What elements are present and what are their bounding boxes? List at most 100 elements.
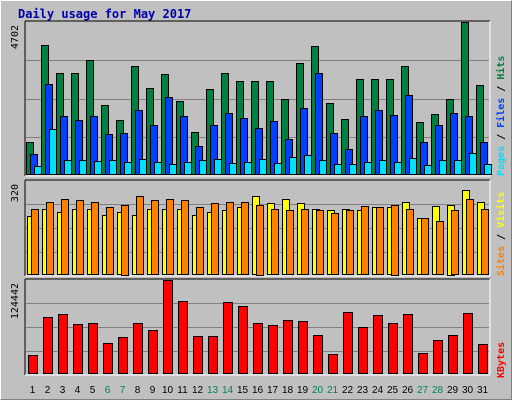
sites-bar-day-16	[256, 205, 264, 276]
day-label-5: 5	[90, 385, 96, 396]
pages-bar-day-3	[64, 160, 72, 175]
chart-title: Daily usage for May 2017	[18, 7, 192, 21]
sites-bar-day-17	[271, 209, 279, 275]
day-label-13: 13	[207, 385, 219, 396]
sites-bar-day-18	[286, 210, 294, 275]
pages-bar-day-2	[49, 129, 57, 175]
sites-bar-day-14	[226, 202, 234, 275]
pages-bar-day-20	[319, 160, 327, 175]
sites-bar-day-11	[181, 200, 189, 275]
pages-bar-day-27	[424, 165, 432, 175]
day-label-17: 17	[267, 385, 279, 396]
legend-separator: /	[496, 228, 507, 246]
kbytes-bar-day-10	[163, 280, 173, 374]
sites-bar-day-12	[196, 207, 204, 275]
hits-files-pages-panel: 4702	[10, 20, 492, 177]
day-axis: 1 2 3 4 5 6 7 8 9 10 11 12 13 14 15 16 17 18 19 20 21 22 23 24 2…	[30, 385, 489, 396]
day-label-30: 30	[462, 385, 474, 396]
sites-bar-day-1	[31, 209, 39, 275]
kbytes-bar-day-8	[133, 323, 143, 374]
pages-bar-day-25	[394, 162, 402, 175]
day-label-11: 11	[177, 385, 188, 396]
day-label-25: 25	[387, 385, 399, 396]
pages-bar-day-5	[94, 161, 102, 175]
day-label-4: 4	[75, 385, 81, 396]
day-label-14: 14	[222, 385, 234, 396]
sites-bar-day-31	[481, 209, 489, 275]
day-label-1: 1	[30, 385, 36, 396]
kbytes-bar-day-30	[463, 313, 473, 374]
day-label-23: 23	[357, 385, 369, 396]
day-label-16: 16	[252, 385, 264, 396]
sites-bar-day-13	[211, 203, 219, 275]
kbytes-panel: 124442	[10, 278, 491, 376]
day-label-21: 21	[327, 385, 339, 396]
pages-bar-day-28	[439, 160, 447, 175]
kbytes-bar-day-31	[478, 344, 488, 374]
series-legend: KBytes	[496, 342, 507, 378]
kbytes-bar-day-28	[433, 340, 443, 374]
sites-bar-day-5	[91, 202, 99, 275]
kbytes-bar-day-26	[403, 314, 413, 374]
sites-bar-day-20	[316, 210, 324, 275]
pages-bar-day-11	[184, 162, 192, 175]
sites-bar-day-15	[241, 202, 249, 275]
sites-bar-day-28	[436, 221, 444, 275]
day-label-6: 6	[105, 385, 111, 396]
kbytes-bar-day-25	[388, 323, 398, 374]
legend-files: Files	[495, 98, 507, 128]
day-label-12: 12	[192, 385, 204, 396]
files-bar-day-20	[315, 73, 323, 175]
sites-visits-panel: 320	[10, 179, 491, 277]
sites-bar-day-22	[346, 210, 354, 275]
day-label-7: 7	[120, 385, 126, 396]
pages-bar-day-8	[139, 159, 147, 175]
hits-files-pages-legend: Pages / Files / Hits	[495, 56, 507, 176]
sites-bar-day-25	[391, 205, 399, 276]
hits-ymax-label: 4702	[10, 25, 21, 49]
pages-bar-day-4	[79, 160, 87, 175]
sites-ymax-label: 320	[10, 184, 21, 202]
sites-bar-day-8	[136, 196, 144, 275]
series-legend: Sites / Visits	[495, 192, 507, 276]
kbytes-bar-day-20	[313, 335, 323, 374]
legend-separator: /	[496, 128, 507, 146]
kbytes-bar-day-9	[148, 330, 158, 374]
day-label-3: 3	[60, 385, 66, 396]
pages-bar-day-14	[229, 163, 237, 175]
kbytes-bar-day-1	[28, 355, 38, 374]
day-label-31: 31	[477, 385, 489, 396]
kbytes-bar-day-12	[193, 336, 203, 374]
sites-bar-day-23	[361, 206, 369, 275]
legend-visits: Visits	[495, 192, 507, 228]
day-label-2: 2	[45, 385, 51, 396]
kbytes-bar-day-13	[208, 336, 218, 374]
kbytes-bar-day-19	[298, 321, 308, 374]
kbytes-bar-day-14	[223, 302, 233, 374]
legend-separator: /	[496, 80, 507, 98]
kbytes-bar-day-11	[178, 301, 188, 374]
pages-bar-day-19	[304, 155, 312, 175]
sites-bar-day-9	[151, 200, 159, 275]
kbytes-bar-day-24	[373, 315, 383, 374]
day-label-10: 10	[162, 385, 174, 396]
legend-hits: Hits	[495, 56, 507, 80]
pages-bar-day-10	[169, 164, 177, 175]
sites-bar-day-6	[106, 207, 114, 275]
kbytes-bar-day-5	[88, 323, 98, 374]
sites-visits-legend: Sites / Visits	[495, 192, 507, 276]
day-label-15: 15	[237, 385, 249, 396]
pages-bar-day-6	[109, 160, 117, 175]
kbytes-bar-day-6	[103, 343, 113, 374]
day-label-27: 27	[417, 385, 429, 396]
day-label-29: 29	[447, 385, 459, 396]
pages-bar-day-18	[289, 157, 297, 175]
day-label-18: 18	[282, 385, 294, 396]
kbytes-bar-day-17	[268, 325, 278, 374]
kbytes-bar-day-27	[418, 353, 428, 374]
kbytes-bar-day-29	[448, 335, 458, 374]
pages-bar-day-7	[124, 162, 132, 175]
pages-bar-day-24	[379, 160, 387, 175]
kbytes-bar-day-18	[283, 320, 293, 374]
